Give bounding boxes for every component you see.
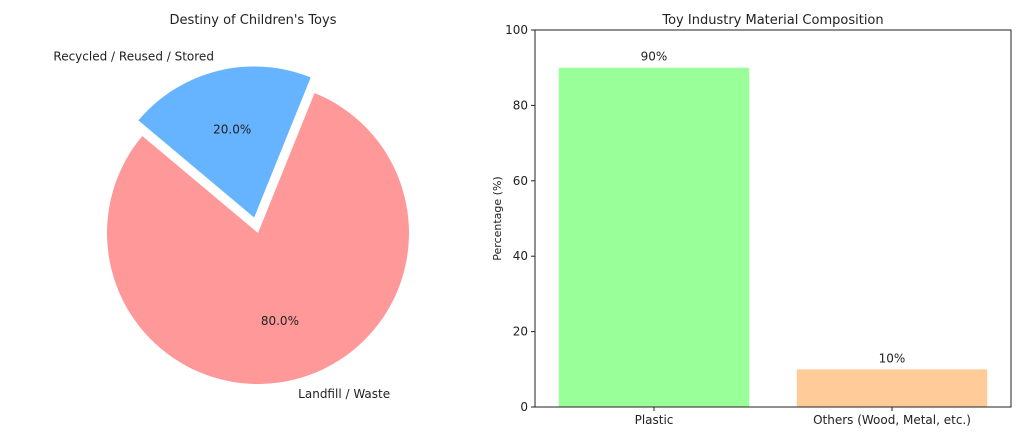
y-tick-label: 80 xyxy=(513,98,528,112)
bar xyxy=(796,369,988,407)
pie-slice-label: Landfill / Waste xyxy=(298,387,390,401)
pie-title: Destiny of Children's Toys xyxy=(170,13,337,28)
bar-plot-frame xyxy=(534,29,1012,408)
bar xyxy=(558,67,750,407)
bar-chart: Toy Industry Material Composition 90% 10%… xyxy=(491,13,1012,427)
bar-value-label: 10% xyxy=(879,351,906,365)
y-tick-label: 60 xyxy=(513,174,528,188)
y-tick-label: 20 xyxy=(513,325,528,339)
bar-ylabel: Percentage (%) xyxy=(491,176,504,260)
pie-slice-label: Recycled / Reused / Stored xyxy=(53,49,214,63)
pie-slice-percent: 20.0% xyxy=(213,123,251,137)
y-tick-label: 40 xyxy=(513,249,528,263)
pie-slice xyxy=(106,92,409,385)
pie-slice-percent: 80.0% xyxy=(261,314,299,328)
bar-title: Toy Industry Material Composition xyxy=(661,13,883,28)
y-tick-label: 0 xyxy=(520,400,528,414)
y-tick-label: 100 xyxy=(505,23,528,37)
x-tick-label: Others (Wood, Metal, etc.) xyxy=(813,413,971,427)
bar-value-label: 90% xyxy=(641,50,668,64)
x-tick-label: Plastic xyxy=(635,413,674,427)
pie-chart: Destiny of Children's Toys 80.0% Landfill… xyxy=(53,13,409,401)
pie-slice xyxy=(138,66,311,218)
